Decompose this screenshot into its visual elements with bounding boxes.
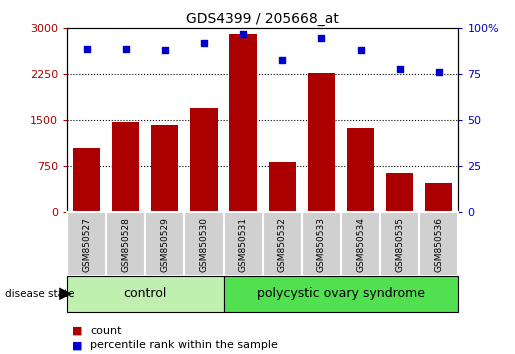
Text: GSM850535: GSM850535 bbox=[395, 217, 404, 272]
Bar bbox=[106, 212, 145, 276]
Text: GSM850532: GSM850532 bbox=[278, 217, 287, 272]
Bar bbox=[73, 148, 100, 212]
Text: GSM850531: GSM850531 bbox=[238, 217, 248, 272]
Point bbox=[356, 47, 365, 53]
Text: percentile rank within the sample: percentile rank within the sample bbox=[90, 340, 278, 350]
Bar bbox=[386, 173, 414, 212]
Bar bbox=[224, 212, 263, 276]
Text: GSM850529: GSM850529 bbox=[160, 217, 169, 272]
Bar bbox=[302, 212, 341, 276]
Polygon shape bbox=[59, 287, 72, 300]
Text: GSM850536: GSM850536 bbox=[434, 217, 443, 272]
Text: control: control bbox=[124, 287, 167, 300]
Text: ■: ■ bbox=[72, 326, 82, 336]
Text: GSM850527: GSM850527 bbox=[82, 217, 91, 272]
Text: GSM850533: GSM850533 bbox=[317, 217, 326, 272]
Bar bbox=[347, 129, 374, 212]
Point bbox=[239, 31, 247, 37]
Point bbox=[200, 40, 208, 46]
Text: ■: ■ bbox=[72, 340, 82, 350]
Bar bbox=[263, 212, 302, 276]
Text: disease state: disease state bbox=[5, 289, 75, 299]
Text: GSM850530: GSM850530 bbox=[199, 217, 209, 272]
Bar bbox=[151, 125, 179, 212]
Point bbox=[396, 66, 404, 72]
Bar bbox=[268, 162, 296, 212]
Point bbox=[317, 35, 325, 40]
Point bbox=[278, 57, 286, 62]
Text: GSM850528: GSM850528 bbox=[121, 217, 130, 272]
Bar bbox=[419, 212, 458, 276]
Bar bbox=[67, 276, 224, 312]
Text: GSM850534: GSM850534 bbox=[356, 217, 365, 272]
Text: count: count bbox=[90, 326, 122, 336]
Point bbox=[435, 70, 443, 75]
Text: polycystic ovary syndrome: polycystic ovary syndrome bbox=[257, 287, 425, 300]
Bar bbox=[307, 73, 335, 212]
Title: GDS4399 / 205668_at: GDS4399 / 205668_at bbox=[186, 12, 339, 26]
Bar bbox=[224, 276, 458, 312]
Point bbox=[82, 46, 91, 51]
Bar bbox=[145, 212, 184, 276]
Bar bbox=[380, 212, 419, 276]
Bar bbox=[67, 212, 106, 276]
Bar bbox=[229, 34, 257, 212]
Bar bbox=[341, 212, 380, 276]
Bar bbox=[425, 183, 453, 212]
Point bbox=[161, 47, 169, 53]
Bar bbox=[112, 121, 140, 212]
Bar bbox=[184, 212, 224, 276]
Bar bbox=[190, 108, 218, 212]
Point bbox=[122, 46, 130, 51]
